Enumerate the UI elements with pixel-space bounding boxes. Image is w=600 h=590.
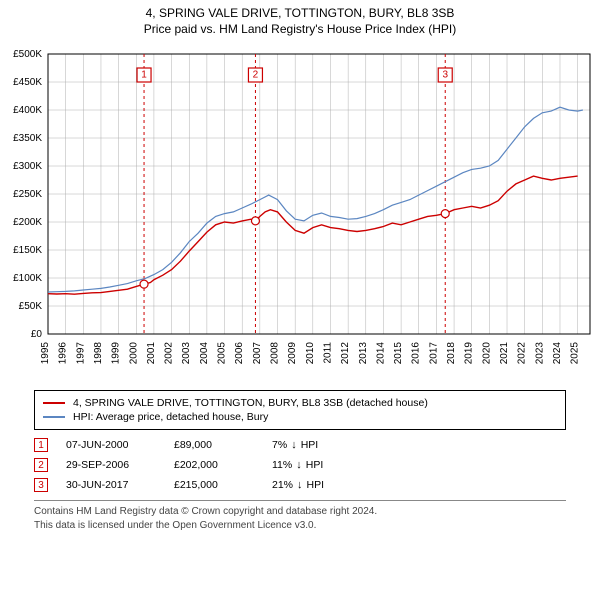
y-axis-label: £100K xyxy=(13,273,42,284)
x-axis-label: 2004 xyxy=(199,342,210,365)
marker-number: 3 xyxy=(442,70,448,81)
transaction-row: 3 30-JUN-2017 £215,000 21%↓HPI xyxy=(34,478,566,492)
arrow-down-icon: ↓ xyxy=(291,439,297,451)
x-axis-label: 2022 xyxy=(517,342,528,365)
x-axis-label: 2000 xyxy=(128,342,139,365)
footer-attribution: Contains HM Land Registry data © Crown c… xyxy=(34,500,566,532)
x-axis-label: 2012 xyxy=(340,342,351,365)
x-axis-label: 2011 xyxy=(322,342,333,364)
x-axis-label: 2016 xyxy=(411,342,422,365)
x-axis-label: 2001 xyxy=(146,342,157,365)
legend-row: HPI: Average price, detached house, Bury xyxy=(43,411,557,423)
x-axis-label: 1997 xyxy=(75,342,86,365)
footer-line2: This data is licensed under the Open Gov… xyxy=(34,519,566,533)
x-axis-label: 2008 xyxy=(270,342,281,365)
x-axis-label: 1998 xyxy=(93,342,104,365)
legend-swatch xyxy=(43,416,65,418)
x-axis-label: 2006 xyxy=(234,342,245,365)
marker-number: 1 xyxy=(141,70,147,81)
y-axis-label: £0 xyxy=(31,329,43,340)
chart-svg: £0 £50K £100K £150K £200K £250K £300K £350K £400… xyxy=(0,44,600,384)
marker-number: 2 xyxy=(253,70,259,81)
transaction-marker: 3 xyxy=(34,478,48,492)
x-axis-label: 2023 xyxy=(534,342,545,365)
arrow-down-icon: ↓ xyxy=(297,479,303,491)
marker-dot-3 xyxy=(441,210,449,218)
footer-line1: Contains HM Land Registry data © Crown c… xyxy=(34,505,566,519)
transaction-date: 07-JUN-2000 xyxy=(66,439,156,451)
x-axis-label: 2024 xyxy=(552,342,563,365)
y-axis-label: £200K xyxy=(13,217,42,228)
x-axis-label: 2014 xyxy=(375,342,386,365)
x-axis-label: 2005 xyxy=(217,342,228,365)
legend-label: HPI: Average price, detached house, Bury xyxy=(73,411,268,423)
chart-title-line1: 4, SPRING VALE DRIVE, TOTTINGTON, BURY, … xyxy=(0,0,600,20)
y-axis-label: £400K xyxy=(13,105,42,116)
x-axis-label: 2019 xyxy=(464,342,475,365)
x-axis-label: 2009 xyxy=(287,342,298,365)
x-axis-label: 2010 xyxy=(305,342,316,365)
y-axis-label: £150K xyxy=(13,245,42,256)
transaction-hpi-diff: 11%↓HPI xyxy=(272,459,323,471)
y-axis-label: £50K xyxy=(19,301,43,312)
x-axis-label: 1996 xyxy=(58,342,69,365)
chart-area: £0 £50K £100K £150K £200K £250K £300K £350K £400… xyxy=(0,44,600,384)
x-axis-label: 2018 xyxy=(446,342,457,365)
transaction-price: £89,000 xyxy=(174,439,254,451)
transaction-date: 30-JUN-2017 xyxy=(66,479,156,491)
x-axis-label: 2007 xyxy=(252,342,263,365)
transaction-marker: 2 xyxy=(34,458,48,472)
x-axis-label: 2015 xyxy=(393,342,404,365)
marker-dot-2 xyxy=(251,217,259,225)
legend-swatch xyxy=(43,402,65,404)
x-axis-label: 2020 xyxy=(481,342,492,365)
transactions-table: 1 07-JUN-2000 £89,000 7%↓HPI 2 29-SEP-2006 £20… xyxy=(34,438,566,492)
transaction-hpi-diff: 21%↓HPI xyxy=(272,479,324,491)
transaction-row: 2 29-SEP-2006 £202,000 11%↓HPI xyxy=(34,458,566,472)
x-axis-label: 2025 xyxy=(570,342,581,365)
y-axis-label: £350K xyxy=(13,133,42,144)
transaction-marker: 1 xyxy=(34,438,48,452)
x-axis-label: 1999 xyxy=(111,342,122,365)
transaction-row: 1 07-JUN-2000 £89,000 7%↓HPI xyxy=(34,438,566,452)
series-hpi xyxy=(48,107,583,292)
x-axis-label: 2013 xyxy=(358,342,369,365)
transaction-price: £215,000 xyxy=(174,479,254,491)
chart-title-line2: Price paid vs. HM Land Registry's House … xyxy=(0,20,600,36)
transaction-date: 29-SEP-2006 xyxy=(66,459,156,471)
y-axis-label: £500K xyxy=(13,49,42,60)
x-axis-label: 2002 xyxy=(164,342,175,365)
legend-box: 4, SPRING VALE DRIVE, TOTTINGTON, BURY, … xyxy=(34,390,566,430)
transaction-hpi-diff: 7%↓HPI xyxy=(272,439,318,451)
x-axis-label: 2003 xyxy=(181,342,192,365)
y-axis-label: £450K xyxy=(13,77,42,88)
x-axis-label: 2021 xyxy=(499,342,510,365)
y-axis-label: £300K xyxy=(13,161,42,172)
marker-dot-1 xyxy=(140,280,148,288)
legend-label: 4, SPRING VALE DRIVE, TOTTINGTON, BURY, … xyxy=(73,397,428,409)
x-axis-label: 2017 xyxy=(428,342,439,365)
transaction-price: £202,000 xyxy=(174,459,254,471)
legend-row: 4, SPRING VALE DRIVE, TOTTINGTON, BURY, … xyxy=(43,397,557,409)
arrow-down-icon: ↓ xyxy=(296,459,302,471)
y-axis-label: £250K xyxy=(13,189,42,200)
x-axis-label: 1995 xyxy=(40,342,51,365)
